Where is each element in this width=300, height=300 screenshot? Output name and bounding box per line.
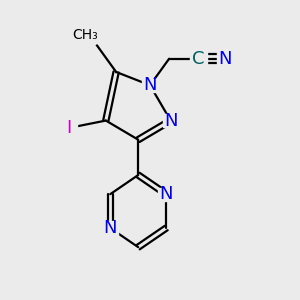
Bar [217, 52, 233, 65]
Text: C: C [192, 50, 205, 68]
Bar [158, 188, 174, 201]
Text: N: N [164, 112, 177, 130]
Bar [61, 121, 77, 134]
Text: N: N [103, 219, 117, 237]
Bar [190, 52, 207, 65]
Text: I: I [66, 119, 72, 137]
Bar [102, 221, 118, 235]
Text: N: N [143, 76, 157, 94]
Bar [163, 114, 179, 127]
Bar [72, 28, 98, 43]
Bar [142, 79, 158, 92]
Text: N: N [159, 185, 173, 203]
Text: CH₃: CH₃ [72, 28, 98, 42]
Text: N: N [218, 50, 232, 68]
